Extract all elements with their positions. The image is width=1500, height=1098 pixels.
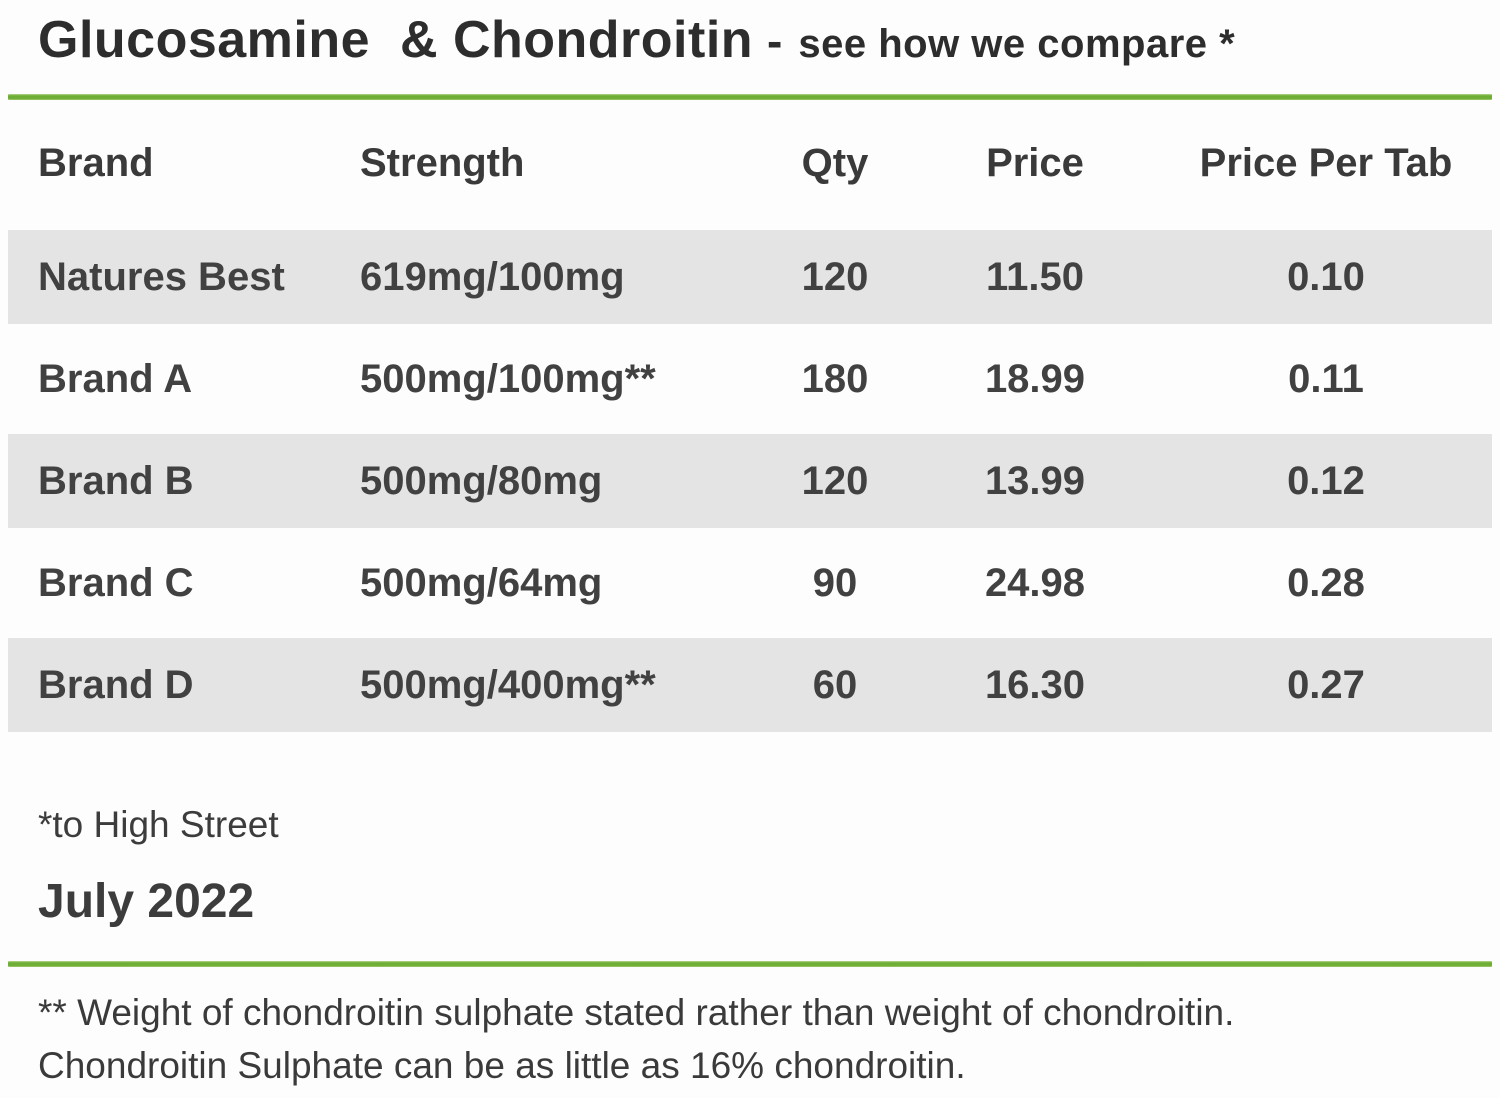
cell-price-per-tab: 0.12 bbox=[1287, 458, 1365, 503]
cell-strength: 500mg/100mg** bbox=[360, 356, 656, 401]
cell-qty: 120 bbox=[801, 254, 869, 299]
header-qty: Qty bbox=[801, 140, 869, 185]
footnote-line-2: Chondroitin Sulphate can be as little as… bbox=[38, 1044, 966, 1086]
top-divider bbox=[8, 94, 1492, 100]
high-street-note: *to High Street bbox=[38, 804, 279, 845]
cell-price: 11.50 bbox=[986, 254, 1084, 299]
cell-price-per-tab: 0.10 bbox=[1287, 254, 1365, 299]
cell-strength: 500mg/400mg** bbox=[360, 662, 656, 707]
chondroitin-footnote: ** Weight of chondroitin sulphate stated… bbox=[0, 987, 1500, 1092]
cell-qty: 90 bbox=[812, 560, 858, 605]
cell-strength: 500mg/64mg bbox=[360, 560, 603, 605]
header-brand: Brand bbox=[38, 140, 154, 185]
cell-strength: 619mg/100mg bbox=[360, 254, 625, 299]
bottom-divider bbox=[8, 961, 1492, 967]
cell-brand: Brand B bbox=[38, 458, 194, 503]
table-row-brand-b: Brand B 500mg/80mg 120 13.99 0.12 bbox=[8, 430, 1492, 532]
page-title: Glucosamine & Chondroitin - see how we c… bbox=[0, 0, 1500, 90]
cell-brand: Brand A bbox=[38, 356, 193, 401]
cell-brand: Brand C bbox=[38, 560, 194, 605]
cell-qty: 60 bbox=[812, 662, 858, 707]
date-label: July 2022 bbox=[38, 875, 255, 928]
cell-price: 13.99 bbox=[984, 458, 1086, 503]
title-main: Glucosamine & Chondroitin bbox=[38, 11, 754, 69]
comparison-table: Brand Strength Qty Price Price Per Tab N… bbox=[8, 100, 1492, 736]
header-strength: Strength bbox=[360, 140, 525, 185]
cell-strength: 500mg/80mg bbox=[360, 458, 603, 503]
cell-price-per-tab: 0.28 bbox=[1287, 560, 1365, 605]
cell-price-per-tab: 0.27 bbox=[1287, 662, 1365, 707]
cell-price: 16.30 bbox=[984, 662, 1086, 707]
cell-price: 18.99 bbox=[984, 356, 1086, 401]
table-row-brand-d: Brand D 500mg/400mg** 60 16.30 0.27 bbox=[8, 634, 1492, 736]
table-row-brand-a: Brand A 500mg/100mg** 180 18.99 0.11 bbox=[8, 328, 1492, 430]
title-dash: - bbox=[767, 15, 783, 67]
title-subtitle: see how we compare * bbox=[798, 22, 1236, 66]
cell-brand: Natures Best bbox=[38, 254, 285, 299]
table-header-row: Brand Strength Qty Price Price Per Tab bbox=[8, 100, 1492, 226]
cell-price: 24.98 bbox=[984, 560, 1086, 605]
cell-qty: 180 bbox=[801, 356, 869, 401]
header-price: Price bbox=[986, 140, 1084, 185]
header-price-per-tab: Price Per Tab bbox=[1199, 140, 1453, 185]
table-row-brand-c: Brand C 500mg/64mg 90 24.98 0.28 bbox=[8, 532, 1492, 634]
footnote-line-1: ** Weight of chondroitin sulphate stated… bbox=[38, 992, 1235, 1033]
table-row-natures-best: Natures Best 619mg/100mg 120 11.50 0.10 bbox=[8, 226, 1492, 328]
cell-price-per-tab: 0.11 bbox=[1288, 356, 1364, 401]
cell-qty: 120 bbox=[801, 458, 869, 503]
cell-brand: Brand D bbox=[38, 662, 194, 707]
